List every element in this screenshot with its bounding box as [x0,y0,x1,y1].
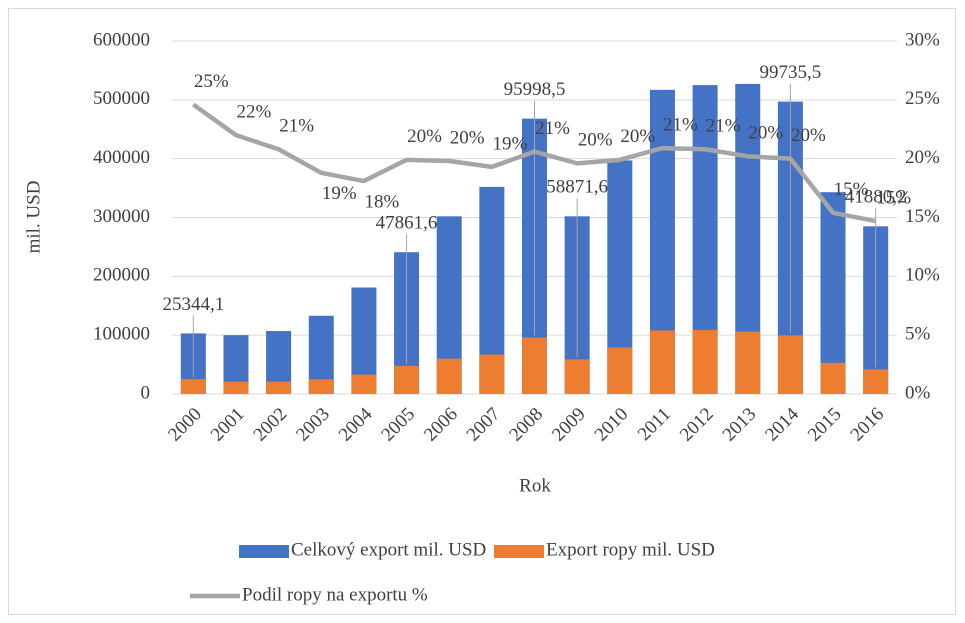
data-label: 20% [450,127,485,148]
bar [863,369,889,394]
data-label: 41880,2 [845,187,907,208]
bar [692,329,718,394]
bar [266,381,292,394]
bar [607,347,633,394]
bar [308,379,334,394]
data-label: 58871,6 [546,177,608,198]
y2-tick-label: 15% [905,206,940,227]
data-label: 20% [791,125,826,146]
data-label: 22% [237,101,272,122]
y2-tick-label: 5% [905,324,931,345]
y-tick-label: 400000 [93,147,150,168]
legend-swatch [239,545,289,558]
bar [180,379,206,394]
bar [564,359,590,394]
y2-tick-label: 30% [905,29,940,50]
data-label: 15% [834,179,869,200]
bar [436,358,462,394]
bar [777,335,803,394]
data-label: 47861,6 [376,213,438,234]
data-label: 95998,5 [504,79,566,100]
y2-tick-label: 20% [905,147,940,168]
bar [394,365,420,394]
y-tick-label: 300000 [93,206,150,227]
data-label: 15% [876,187,911,208]
data-label: 21% [535,118,570,139]
y-tick-label: 0 [141,382,151,403]
data-label: 19% [322,183,357,204]
data-label: 21% [706,116,741,137]
data-label: 21% [663,114,698,135]
y-axis-title: mil. USD [23,181,44,254]
legend-label: Export ropy mil. USD [546,539,715,560]
data-label: 25% [194,71,229,92]
y-tick-label: 200000 [93,265,150,286]
y2-tick-label: 25% [905,88,940,109]
y-tick-label: 600000 [93,29,150,50]
bar [479,354,505,394]
y2-tick-label: 10% [905,265,940,286]
data-label: 99735,5 [760,62,822,83]
bar [223,381,249,394]
data-label: 20% [748,123,783,144]
x-axis-title: Rok [519,475,551,496]
data-label: 19% [492,133,527,154]
legend-label: Celkový export mil. USD [291,539,486,560]
legend-swatch [494,545,544,558]
data-label: 18% [364,191,399,212]
data-label: 25344,1 [162,294,224,315]
bar [735,331,761,394]
y2-tick-label: 0% [905,382,931,403]
data-label: 21% [279,116,314,137]
bar [351,374,377,394]
data-label: 20% [578,130,613,151]
y-tick-label: 100000 [93,324,150,345]
bar [820,362,846,394]
data-label: 20% [620,126,655,147]
bar [820,192,846,394]
bar [522,337,547,394]
data-label: 20% [407,126,442,147]
bar [649,330,675,394]
legend-label: Podil ropy na exportu % [242,584,428,605]
y-tick-label: 500000 [93,88,150,109]
